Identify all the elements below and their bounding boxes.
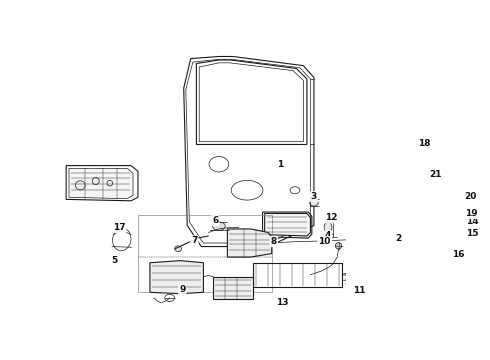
Text: 9: 9	[179, 285, 186, 294]
Text: 7: 7	[191, 237, 197, 246]
Text: 1: 1	[277, 160, 283, 169]
Ellipse shape	[324, 222, 332, 233]
Ellipse shape	[174, 246, 182, 252]
Polygon shape	[436, 191, 464, 204]
Text: 3: 3	[311, 192, 317, 201]
Text: 10: 10	[318, 237, 331, 246]
Text: 8: 8	[270, 237, 277, 246]
Text: 17: 17	[113, 223, 125, 232]
Text: 21: 21	[429, 170, 442, 179]
Text: 14: 14	[466, 217, 479, 226]
Ellipse shape	[444, 211, 451, 216]
Text: 4: 4	[325, 231, 331, 240]
Ellipse shape	[336, 243, 342, 249]
Polygon shape	[69, 168, 133, 199]
Text: 13: 13	[276, 298, 289, 307]
Ellipse shape	[428, 147, 443, 160]
Text: 15: 15	[466, 229, 479, 238]
Text: 20: 20	[465, 192, 477, 201]
Polygon shape	[150, 261, 203, 294]
Polygon shape	[437, 176, 462, 189]
Text: 2: 2	[395, 234, 401, 243]
Polygon shape	[265, 213, 311, 236]
Ellipse shape	[213, 222, 225, 230]
Text: 6: 6	[212, 216, 219, 225]
Text: 19: 19	[465, 209, 477, 218]
Text: 16: 16	[452, 251, 465, 260]
Text: 12: 12	[325, 213, 338, 222]
Text: 11: 11	[353, 287, 366, 296]
Text: 18: 18	[418, 139, 431, 148]
Ellipse shape	[310, 200, 318, 206]
Ellipse shape	[75, 181, 85, 190]
Polygon shape	[227, 229, 272, 257]
Polygon shape	[213, 277, 253, 300]
Ellipse shape	[92, 177, 99, 185]
Text: 5: 5	[112, 256, 118, 265]
